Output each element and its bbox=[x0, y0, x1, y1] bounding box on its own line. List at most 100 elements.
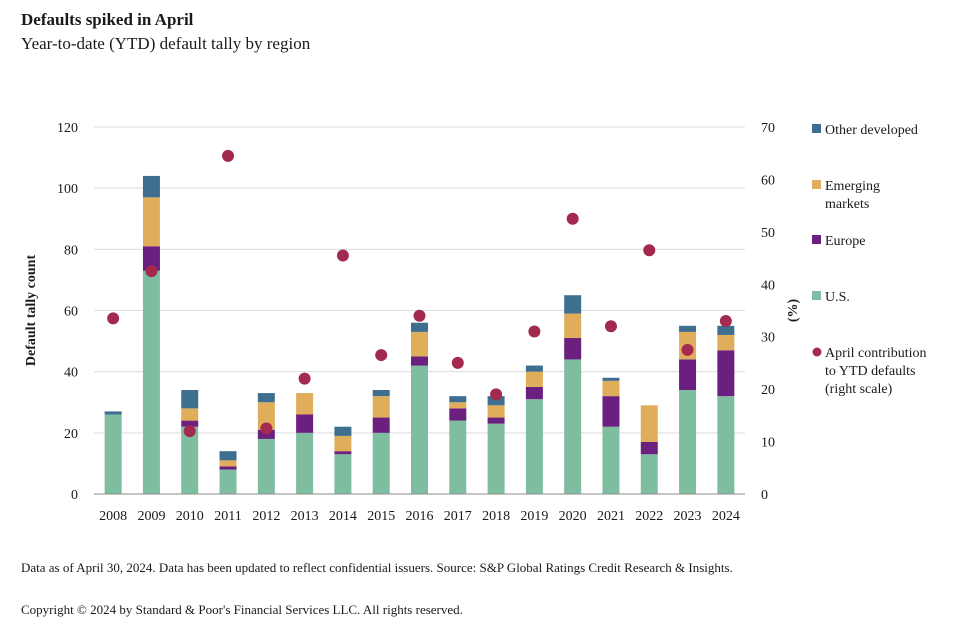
bar-emerging-markets-2009 bbox=[142, 197, 160, 247]
bar-u-s--2015 bbox=[372, 432, 390, 494]
bar-u-s--2008 bbox=[104, 414, 122, 494]
y2-tick-label: 10 bbox=[761, 436, 775, 451]
bar-u-s--2010 bbox=[181, 426, 199, 494]
bar-u-s--2020 bbox=[564, 359, 582, 494]
legend-swatch-europe bbox=[812, 235, 821, 244]
april-contribution-marker-2023 bbox=[681, 343, 694, 356]
bar-emerging-markets-2014 bbox=[334, 435, 352, 452]
bar-other-developed-2019 bbox=[525, 365, 543, 372]
april-contribution-marker-2009 bbox=[145, 265, 158, 278]
data-note: Data as of April 30, 2024. Data has been… bbox=[21, 560, 733, 575]
x-tick-label: 2008 bbox=[99, 509, 127, 524]
bar-other-developed-2015 bbox=[372, 390, 390, 397]
x-tick-label: 2012 bbox=[252, 509, 280, 524]
bar-europe-2019 bbox=[525, 386, 543, 400]
april-contribution-marker-2011 bbox=[222, 149, 235, 162]
chart-title: Defaults spiked in April bbox=[21, 10, 194, 29]
y2-axis-label: (%) bbox=[786, 299, 801, 323]
x-tick-label: 2014 bbox=[329, 509, 357, 524]
april-contribution-marker-2012 bbox=[260, 422, 273, 435]
legend-label: April contribution to YTD defaults (right … bbox=[825, 346, 927, 397]
bar-other-developed-2014 bbox=[334, 426, 352, 436]
bar-u-s--2013 bbox=[296, 432, 314, 494]
y-tick-label: 20 bbox=[64, 427, 78, 442]
y2-tick-label: 70 bbox=[761, 121, 775, 136]
bar-other-developed-2017 bbox=[449, 396, 467, 403]
y-tick-label: 0 bbox=[71, 488, 78, 503]
y2-tick-label: 20 bbox=[761, 383, 775, 398]
y2-tick-label: 60 bbox=[761, 173, 775, 188]
legend-swatch-other-developed bbox=[812, 124, 821, 133]
april-contribution-marker-2017 bbox=[451, 356, 464, 369]
april-contribution-marker-2015 bbox=[375, 349, 388, 362]
y-tick-label: 60 bbox=[64, 305, 78, 320]
copyright-note: Copyright © 2024 by Standard & Poor's Fi… bbox=[21, 602, 463, 617]
bar-u-s--2017 bbox=[449, 420, 467, 494]
bar-other-developed-2012 bbox=[257, 393, 275, 403]
bar-emerging-markets-2012 bbox=[257, 402, 275, 430]
bar-emerging-markets-2019 bbox=[525, 371, 543, 387]
bar-u-s--2014 bbox=[334, 454, 352, 494]
x-tick-label: 2021 bbox=[597, 509, 625, 524]
bar-emerging-markets-2017 bbox=[449, 402, 467, 409]
x-tick-label: 2013 bbox=[291, 509, 319, 524]
bar-europe-2009 bbox=[142, 246, 160, 271]
bar-emerging-markets-2016 bbox=[411, 331, 428, 357]
bar-emerging-markets-2011 bbox=[219, 460, 237, 467]
line-markers bbox=[107, 149, 732, 438]
bar-other-developed-2018 bbox=[487, 396, 505, 406]
bar-u-s--2012 bbox=[257, 438, 275, 494]
axes: 0 20 40 60 80 100 120 0 10 20 30 40 50 60 70 Default ta… bbox=[24, 121, 801, 524]
april-contribution-marker-2019 bbox=[528, 325, 541, 338]
bar-emerging-markets-2020 bbox=[564, 313, 582, 339]
bar-europe-2017 bbox=[449, 408, 467, 421]
bar-emerging-markets-2018 bbox=[487, 405, 505, 418]
bar-other-developed-2009 bbox=[142, 175, 160, 198]
bar-emerging-markets-2013 bbox=[296, 393, 314, 415]
y-tick-label: 80 bbox=[64, 243, 78, 258]
bar-other-developed-2011 bbox=[219, 451, 237, 461]
y-tick-label: 100 bbox=[57, 182, 78, 197]
legend-label: Other developed bbox=[825, 123, 918, 138]
bar-europe-2021 bbox=[602, 396, 620, 427]
bar-other-developed-2024 bbox=[717, 325, 735, 335]
y2-tick-label: 0 bbox=[761, 488, 768, 503]
bar-europe-2010 bbox=[181, 420, 199, 427]
bar-u-s--2018 bbox=[487, 423, 505, 494]
bar-europe-2023 bbox=[679, 359, 697, 391]
april-contribution-marker-2014 bbox=[336, 249, 349, 262]
y-tick-label: 120 bbox=[57, 121, 78, 136]
x-tick-label: 2016 bbox=[406, 509, 434, 524]
legend-swatch-emerging-markets bbox=[812, 180, 821, 189]
april-contribution-marker-2016 bbox=[413, 309, 426, 322]
legend: Other developed Emerging markets Europe U.S.… bbox=[812, 123, 927, 397]
legend-label: Europe bbox=[825, 234, 865, 249]
bar-emerging-markets-2024 bbox=[717, 334, 735, 351]
april-contribution-marker-2008 bbox=[107, 312, 120, 325]
x-tick-label: 2020 bbox=[559, 509, 587, 524]
bar-europe-2022 bbox=[640, 442, 658, 455]
bar-u-s--2011 bbox=[219, 469, 237, 494]
x-tick-label: 2018 bbox=[482, 509, 510, 524]
y2-tick-label: 30 bbox=[761, 331, 775, 346]
bar-europe-2020 bbox=[564, 338, 582, 360]
bar-europe-2013 bbox=[296, 414, 314, 433]
bar-other-developed-2021 bbox=[602, 377, 620, 381]
bar-other-developed-2020 bbox=[564, 295, 582, 314]
bar-other-developed-2016 bbox=[411, 322, 428, 332]
bar-europe-2016 bbox=[411, 356, 428, 366]
bar-emerging-markets-2015 bbox=[372, 396, 390, 418]
april-contribution-marker-2021 bbox=[604, 320, 617, 333]
bar-other-developed-2023 bbox=[679, 325, 697, 332]
legend-label: U.S. bbox=[825, 290, 850, 305]
april-contribution-marker-2020 bbox=[566, 212, 579, 225]
x-tick-label: 2022 bbox=[635, 509, 663, 524]
y-axis-label: Default tally count bbox=[24, 255, 39, 367]
x-tick-label: 2024 bbox=[712, 509, 740, 524]
bar-europe-2018 bbox=[487, 417, 505, 424]
legend-label: Emerging markets bbox=[825, 179, 880, 212]
bar-other-developed-2008 bbox=[104, 411, 122, 415]
x-tick-label: 2009 bbox=[137, 509, 165, 524]
bar-emerging-markets-2010 bbox=[181, 408, 199, 421]
